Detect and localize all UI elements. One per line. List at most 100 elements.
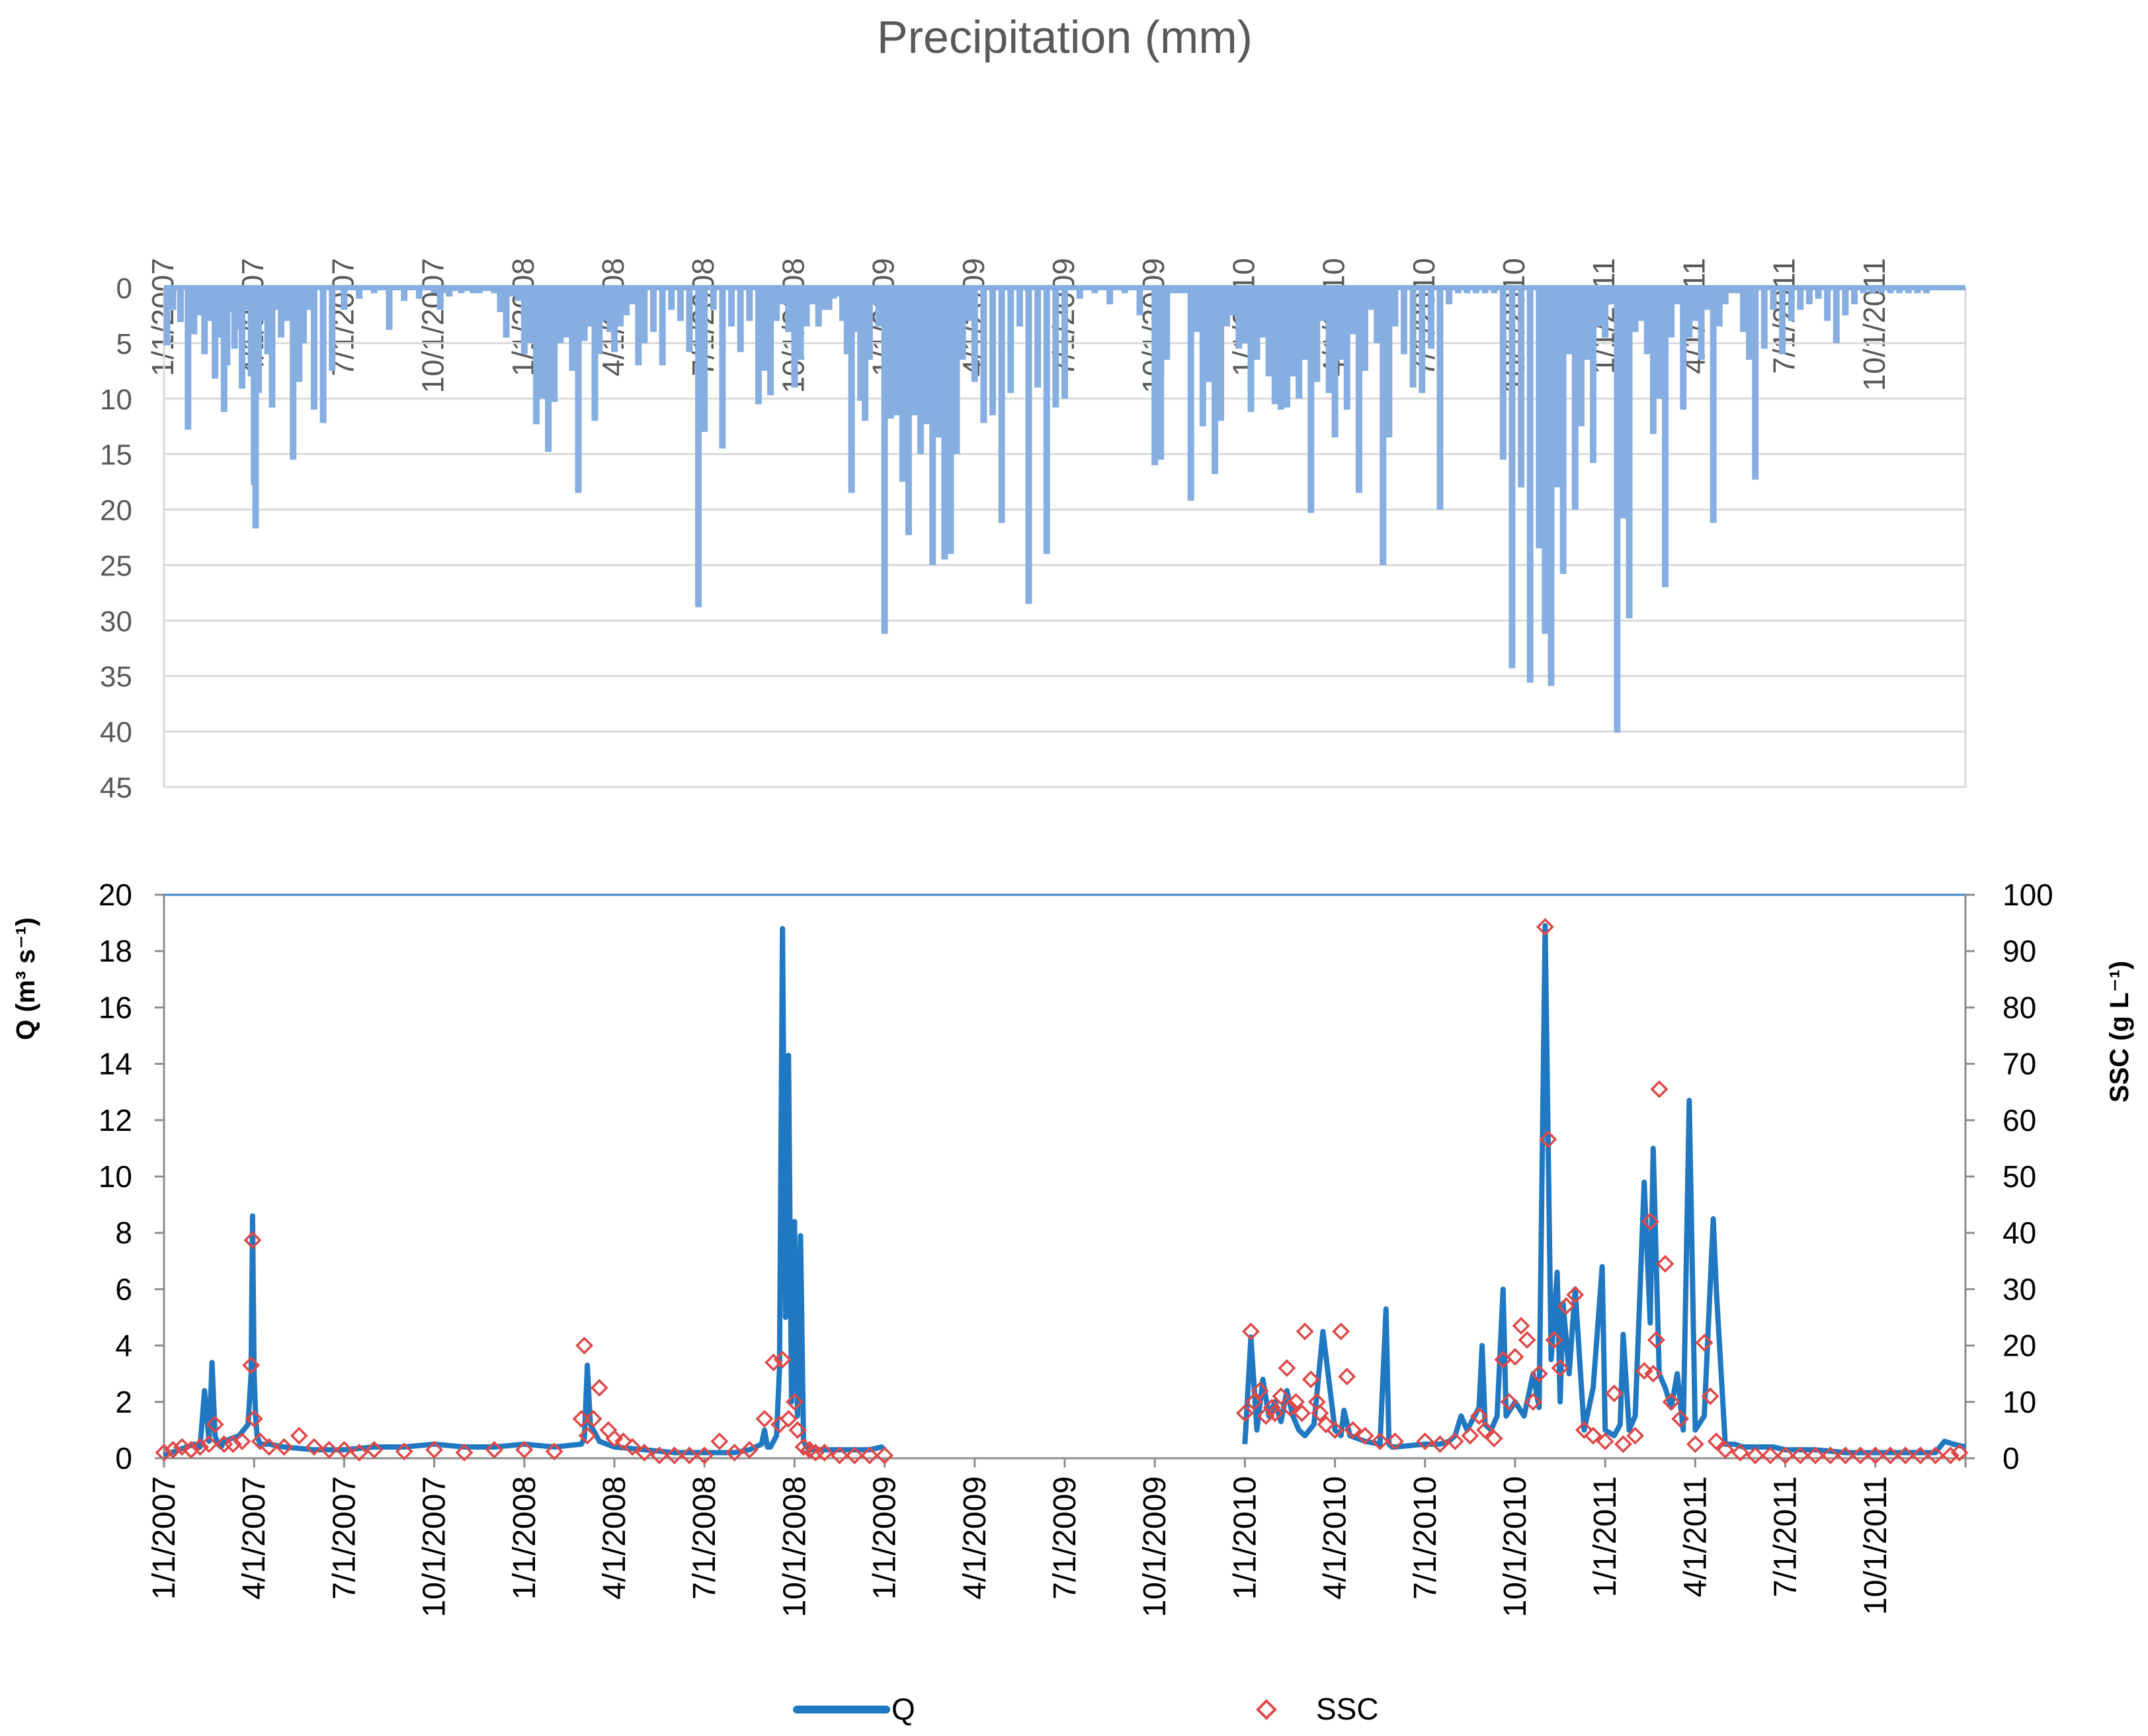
precip-bar	[862, 288, 869, 421]
q-tick-label: 4	[115, 1329, 132, 1363]
ssc-point	[1656, 1255, 1674, 1273]
precip-bar	[815, 288, 822, 327]
precip-bar	[1583, 288, 1590, 360]
precip-bar	[1307, 288, 1315, 513]
ssc-point	[1500, 1393, 1518, 1411]
precip-bar	[1313, 288, 1321, 382]
precip-bar	[231, 288, 238, 349]
ssc-point	[1446, 1432, 1464, 1450]
ssc-point	[1596, 1432, 1614, 1450]
ssc-point	[1584, 1426, 1602, 1445]
precip-bar	[1833, 288, 1840, 343]
ssc-point	[1485, 1429, 1503, 1448]
flow-date-label: 7/1/2010	[1408, 1476, 1443, 1600]
precip-bar	[370, 288, 378, 294]
ssc-point	[1716, 1440, 1735, 1459]
ssc-point	[1791, 1446, 1809, 1465]
ssc-point	[455, 1444, 474, 1462]
precip-bar	[1163, 288, 1171, 360]
precip-bar	[1805, 288, 1813, 305]
precipitation-chart-title: Precipitation (mm)	[877, 11, 1253, 63]
ssc-point	[1731, 1444, 1749, 1462]
precip-bar	[1788, 288, 1795, 321]
precip-y-tick-label: 40	[100, 716, 132, 749]
ssc-tick-label: 90	[2003, 934, 2036, 968]
precip-bar	[668, 288, 675, 310]
ssc-point	[1575, 1421, 1593, 1439]
precip-bar	[1914, 288, 1921, 294]
precip-y-tick-label: 25	[100, 550, 132, 582]
precip-bar	[1491, 288, 1498, 294]
precip-bar	[719, 288, 726, 449]
ssc-point	[1272, 1387, 1290, 1405]
precip-bar	[1815, 288, 1822, 299]
ssc-point	[545, 1442, 563, 1461]
precip-bar	[785, 288, 792, 333]
ssc-point	[200, 1435, 218, 1454]
precip-bar	[475, 288, 483, 294]
flow-date-label: 4/1/2011	[1678, 1476, 1713, 1597]
precip-bar	[1596, 288, 1603, 327]
precip-bar	[965, 288, 972, 321]
precip-bar	[201, 288, 208, 354]
precip-bar	[1401, 288, 1408, 354]
precip-bar	[755, 288, 762, 405]
precip-bar	[1349, 288, 1356, 335]
precip-bar	[1721, 288, 1729, 305]
precip-bar	[1175, 288, 1182, 294]
ssc-point	[1356, 1426, 1374, 1445]
precip-bar	[1205, 288, 1212, 382]
ssc-point	[695, 1446, 714, 1465]
precip-bar	[1869, 288, 1876, 294]
precip-bar	[1626, 288, 1633, 618]
precip-bar	[1106, 288, 1114, 305]
precip-bar	[737, 288, 744, 352]
precip-bar	[893, 288, 900, 415]
ssc-point	[1344, 1421, 1362, 1439]
ssc-point	[1262, 1398, 1281, 1417]
ssc-point	[1326, 1421, 1344, 1439]
ssc-point	[365, 1440, 384, 1459]
precip-bar	[852, 288, 860, 333]
ssc-point	[1470, 1407, 1488, 1425]
precipitation-gridlines	[163, 286, 1967, 788]
ssc-point	[1662, 1393, 1680, 1411]
ssc-point	[681, 1446, 698, 1465]
ssc-point	[1266, 1404, 1284, 1423]
precip-bar	[1710, 288, 1717, 523]
precip-bar	[401, 288, 408, 302]
precip-bar	[458, 288, 465, 294]
ssc-point	[1806, 1446, 1825, 1465]
precip-bar	[1409, 288, 1417, 388]
precip-bar	[1733, 288, 1741, 294]
discharge-date-labels: 1/1/2007 4/1/2007 7/1/2007 10/1/2007 1/1/200…	[147, 1476, 1893, 1618]
ssc-point	[290, 1426, 308, 1445]
flow-date-label: 10/1/2008	[777, 1476, 812, 1618]
precip-bar	[1779, 288, 1786, 354]
precip-bar	[1565, 288, 1573, 354]
precip-bar	[1121, 288, 1128, 294]
ssc-point	[1605, 1384, 1624, 1403]
precip-bar	[596, 288, 603, 354]
precip-bar	[1427, 288, 1434, 349]
ssc-point	[1926, 1446, 1945, 1465]
ssc-point	[251, 1432, 269, 1450]
q-tick-label: 18	[99, 934, 132, 968]
precipitation-bars	[163, 285, 1965, 733]
precip-date-label: 10/1/2011	[1857, 258, 1891, 391]
precip-y-tick-label: 15	[100, 439, 132, 472]
ssc-point	[1461, 1426, 1479, 1445]
precip-bar	[1218, 288, 1225, 421]
precip-bar	[1548, 288, 1555, 686]
ssc-point	[1524, 1393, 1542, 1411]
ssc-point	[1251, 1382, 1269, 1400]
precip-bar	[1380, 288, 1387, 565]
precip-bar	[177, 288, 184, 323]
ssc-point	[1707, 1432, 1725, 1450]
precip-bar	[255, 288, 263, 393]
precip-bar	[212, 288, 219, 379]
precip-bar	[1290, 288, 1297, 377]
precip-bar	[1454, 288, 1462, 294]
precip-bar	[319, 288, 327, 423]
precip-bar	[386, 288, 393, 330]
